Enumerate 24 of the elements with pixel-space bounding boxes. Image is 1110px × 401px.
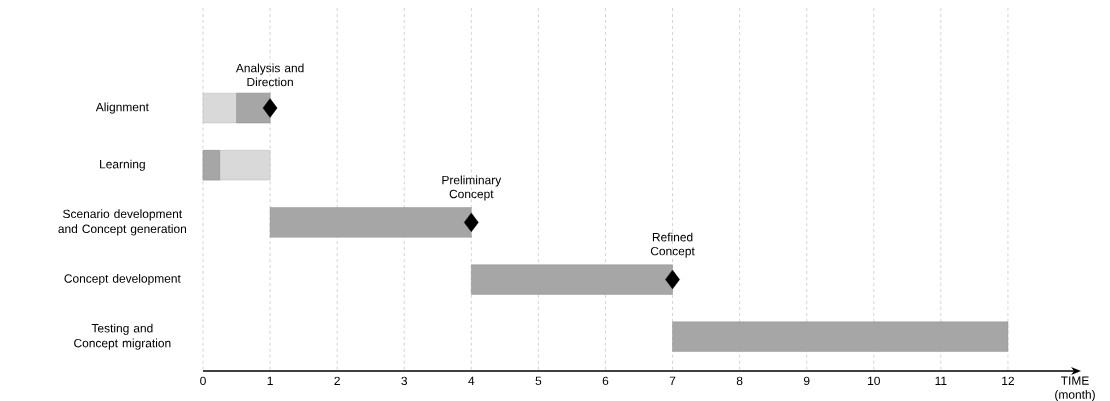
y-tick-label: Alignment [95, 102, 149, 114]
x-tick-label: 4 [468, 376, 475, 385]
x-tick-label: 9 [803, 376, 810, 386]
y-tick-label: Scenario development and Concept generation [58, 209, 187, 236]
x-tick-label: 10 [868, 376, 880, 386]
x-tick-label: 2 [334, 376, 340, 385]
x-tick-label: 3 [401, 376, 408, 386]
x-tick-label: 5 [535, 376, 542, 385]
y-tick-label: Concept development [64, 273, 181, 286]
x-tick-label: 0 [200, 376, 206, 386]
x-tick-label: 11 [935, 376, 947, 385]
x-tick-label: 12 [1002, 376, 1014, 385]
x-axis-title: TIME (month) [1055, 376, 1095, 401]
x-tick-label: 1 [267, 376, 273, 385]
x-tick-label: 8 [736, 376, 743, 386]
annotation: Analysis and Direction [235, 63, 304, 87]
annotation: Preliminary Concept [442, 175, 502, 201]
x-tick-label: 7 [669, 376, 676, 385]
bar [471, 264, 673, 295]
x-tick-label: 6 [602, 376, 609, 386]
y-tick-label: Testing and Concept migration [74, 323, 171, 350]
bar [269, 207, 472, 238]
annotation: Refined Concept [650, 232, 695, 258]
y-tick-label: Learning [100, 159, 145, 171]
